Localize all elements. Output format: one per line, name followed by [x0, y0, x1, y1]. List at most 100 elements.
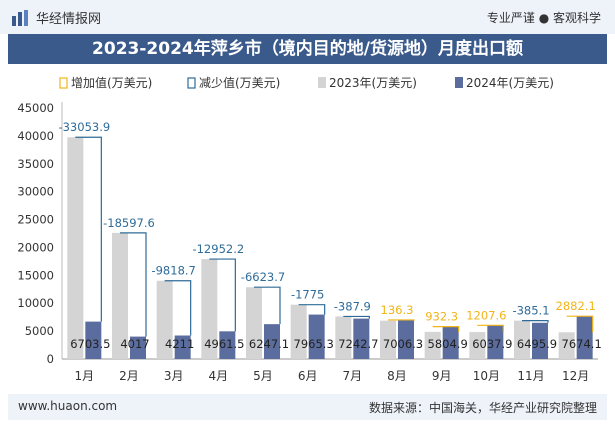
- brand-name: 华经情报网: [36, 12, 102, 27]
- bar-2024-value-label: 6495.9: [517, 337, 557, 351]
- bar-2024: [174, 335, 191, 359]
- bar-2024: [85, 321, 102, 359]
- y-tick-label: 45000: [17, 101, 54, 115]
- bar-2024: [219, 331, 236, 359]
- slogan: 专业严谨 ● 客观科学: [486, 11, 601, 25]
- change-value-label: -6623.7: [241, 270, 285, 284]
- chart-title: 2023-2024年萍乡市（境内目的地/货源地）月度出口额: [8, 34, 607, 64]
- bar-2023: [558, 332, 575, 359]
- x-tick-label: 12月: [562, 369, 589, 383]
- bar-2024: [487, 325, 504, 359]
- increase-marker: [432, 326, 460, 332]
- bar-2024-value-label: 6247.1: [249, 337, 289, 351]
- decrease-marker: [164, 280, 192, 336]
- increase-marker: [566, 315, 594, 333]
- bar-2023: [514, 320, 530, 359]
- increase-marker: [388, 319, 415, 321]
- x-tick-label: 4月: [209, 369, 229, 383]
- legend-decrease-label: 减少值(万美元): [199, 75, 280, 90]
- bar-2023: [112, 232, 128, 359]
- change-value-label: 932.3: [425, 310, 458, 324]
- change-value-label: -387.9: [334, 299, 371, 313]
- change-markers: [75, 136, 594, 337]
- top-bar: 华经情报网 专业严谨 ● 客观科学: [0, 0, 615, 34]
- bar-2024-value-label: 7242.7: [338, 337, 378, 351]
- change-value-label: -12952.2: [192, 242, 244, 256]
- bar-2023: [290, 304, 307, 359]
- legend-2024-label: 2024年(万美元): [466, 76, 554, 90]
- x-tick-label: 1月: [75, 369, 95, 383]
- footer: www.huaon.com 数据来源：中国海关，华经产业研究院整理: [8, 394, 607, 420]
- legend-2024-swatch: [455, 77, 463, 88]
- legend-decrease-swatch: [187, 77, 196, 89]
- decrease-marker: [298, 304, 326, 315]
- bar-2024: [532, 322, 548, 359]
- x-tick-label: 10月: [473, 369, 500, 383]
- y-tick-label: 0: [47, 352, 54, 366]
- decrease-marker: [254, 286, 281, 325]
- x-tick-label: 5月: [253, 369, 273, 383]
- y-tick-label: 5000: [25, 324, 54, 338]
- y-tick-label: 40000: [17, 129, 54, 143]
- bar-2024: [353, 318, 370, 359]
- bar-2024-value-label: 7674.1: [562, 337, 602, 351]
- bar-2023: [380, 320, 396, 359]
- x-tick-label: 3月: [164, 369, 184, 383]
- decrease-marker: [209, 258, 236, 332]
- bar-2023: [424, 331, 441, 359]
- x-tick-label: 8月: [387, 369, 407, 383]
- bar-2023: [469, 332, 486, 359]
- x-tick-label: 11月: [517, 369, 544, 383]
- decrease-marker: [75, 136, 102, 322]
- bar-2023: [156, 280, 173, 359]
- bar-2024: [442, 326, 459, 359]
- bar-2024-value-label: 4017: [120, 337, 149, 351]
- y-tick-label: 30000: [17, 185, 54, 199]
- change-value-label: 1207.6: [466, 308, 506, 322]
- bar-2024-value-label: 6037.9: [472, 337, 512, 351]
- bar-2024: [308, 314, 325, 359]
- bar-2023: [67, 137, 84, 359]
- bar-2023: [246, 287, 262, 359]
- legend: 增加值(万美元) 减少值(万美元) 2023年(万美元) 2024年(万美元): [59, 75, 554, 90]
- axes: 0 5000 10000 15000 20000 25000 30000 35000 40000…: [17, 101, 598, 383]
- legend-2023-swatch: [318, 77, 326, 88]
- change-value-label: -385.1: [512, 304, 549, 318]
- bar-2024-value-label: 7006.3: [383, 337, 423, 351]
- decrease-marker: [522, 320, 549, 323]
- x-tick-label: 7月: [343, 369, 363, 383]
- bar-2024-value-label: 4961.5: [204, 337, 244, 351]
- x-tick-label: 2月: [119, 369, 139, 383]
- change-value-label: 136.3: [381, 303, 414, 317]
- x-tick-label: 9月: [432, 369, 452, 383]
- bar-2023: [335, 316, 352, 359]
- bar-2024: [264, 324, 280, 359]
- change-value-label: 2882.1: [556, 299, 596, 313]
- y-tick-label: 25000: [17, 213, 54, 227]
- bar-2024-value-label: 4211: [165, 337, 194, 351]
- y-tick-label: 15000: [17, 268, 54, 282]
- brand: 华经情报网: [12, 8, 101, 27]
- change-value-label: -9818.7: [151, 264, 195, 278]
- bar-2024: [398, 319, 414, 359]
- bar-2024-value-label: 5804.9: [428, 337, 468, 351]
- chart: 增加值(万美元) 减少值(万美元) 2023年(万美元) 2024年(万美元) 0 50…: [17, 75, 601, 383]
- decrease-marker: [120, 232, 147, 337]
- brand-logo-icon: [12, 9, 30, 26]
- bar-2024: [576, 316, 593, 359]
- x-tick-label: 6月: [298, 369, 318, 383]
- change-value-label: -18597.6: [103, 216, 155, 230]
- footer-website: www.huaon.com: [18, 399, 118, 413]
- change-value-label: -1775: [291, 288, 324, 302]
- increase-marker: [477, 324, 504, 333]
- change-value-label: -33053.9: [58, 120, 110, 134]
- bars: [67, 137, 593, 359]
- bar-2023: [201, 259, 218, 359]
- footer-source: 数据来源：中国海关，华经产业研究院整理: [368, 401, 597, 415]
- data-labels: -33053.9 6703.5 -18597.6 4017 -9818.7 4211 -12…: [58, 120, 601, 351]
- legend-2023-label: 2023年(万美元): [329, 76, 417, 90]
- bar-2024: [130, 336, 146, 359]
- bar-2024-value-label: 6703.5: [70, 337, 110, 351]
- y-tick-label: 20000: [17, 240, 54, 254]
- y-tick-label: 10000: [17, 296, 54, 310]
